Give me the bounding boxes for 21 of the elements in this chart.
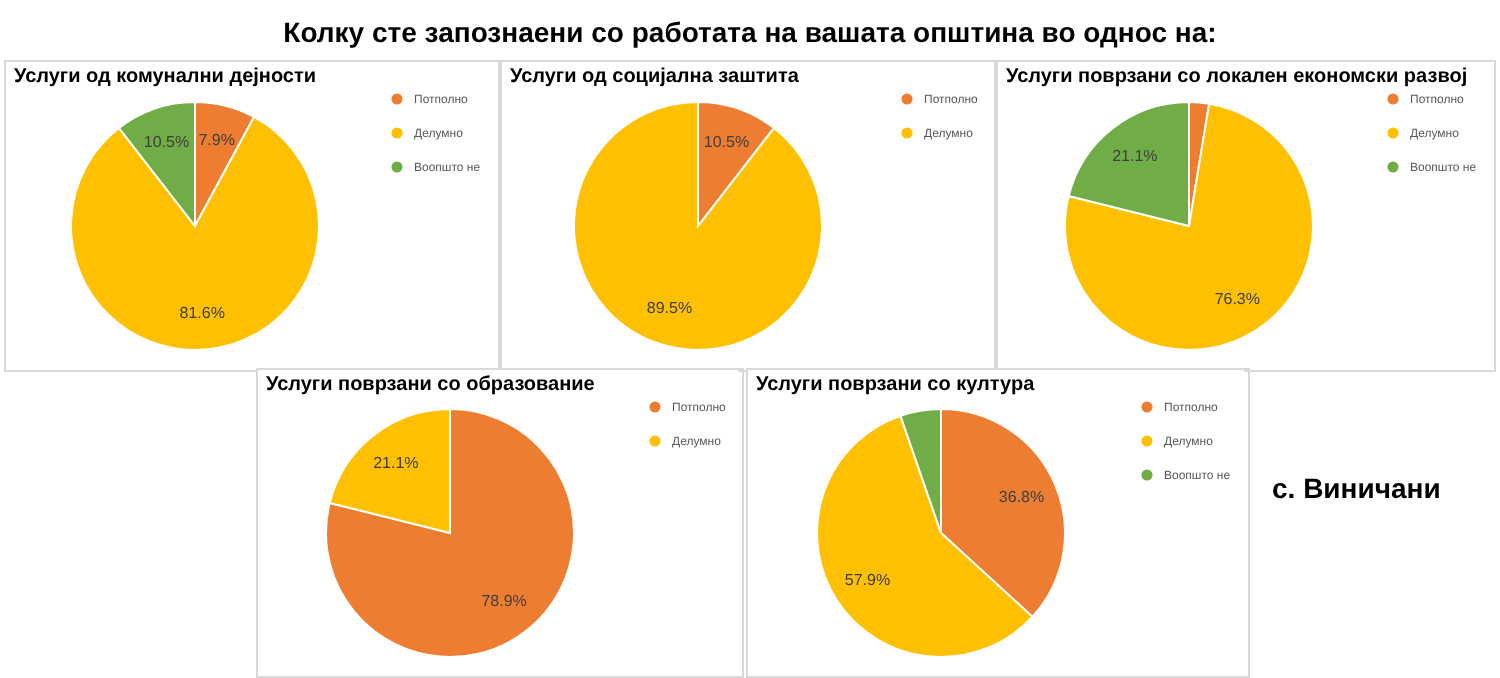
data-label: 10.5% — [143, 132, 190, 151]
chart-title: Услуги поврзани со култура — [756, 374, 1036, 396]
pie-slice — [1064, 102, 1314, 351]
data-label: 10.5% — [703, 132, 750, 151]
data-label: 76.3% — [1214, 289, 1260, 308]
data-label: 21.1% — [373, 453, 419, 472]
data-label: 81.6% — [179, 303, 225, 322]
pie-slice — [325, 408, 575, 658]
data-label: 7.9% — [198, 130, 235, 149]
data-label: 57.9% — [844, 571, 891, 590]
data-label: 21.1% — [1112, 146, 1158, 165]
data-label: 89.5% — [646, 299, 693, 318]
chart-title: Услуги од социјална заштита — [510, 66, 800, 88]
text: с. Виничани — [1272, 472, 1441, 504]
data-label: 36.8% — [998, 487, 1045, 506]
chart-title: Услуги поврзани со образование — [266, 374, 596, 396]
data-label: 78.9% — [481, 592, 527, 611]
chart-title: Услуги од комунални дејности — [14, 66, 317, 88]
chart-title: Услуги поврзани со локален економски развој — [1006, 66, 1468, 88]
pie-slice — [573, 101, 823, 351]
text: Колку сте запознаени со работата на вашата општина во однос на: — [281, 16, 1219, 48]
